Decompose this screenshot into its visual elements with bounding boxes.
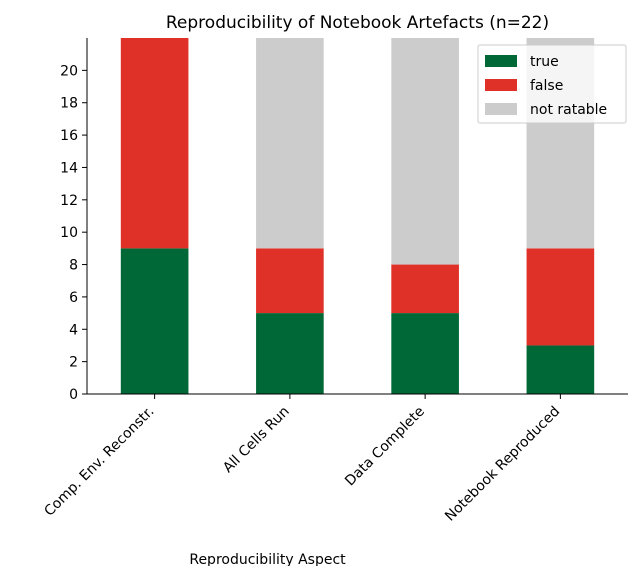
bar-true-0 [120,248,189,394]
y-tick-label-4: 8 [69,258,78,274]
bar-false-1 [256,248,324,314]
legend-swatch-false [485,79,517,91]
y-tick-label-9: 18 [60,96,78,112]
axes-layer [86,38,628,395]
bar-not-ratable-2 [391,38,459,265]
bar-true-3 [526,345,595,394]
y-tick-label-5: 10 [60,225,78,241]
legend: true false not ratable [477,44,627,124]
bar-false-0 [120,38,189,249]
y-tick-label-0: 0 [69,387,78,403]
y-tick-label-8: 16 [60,128,78,144]
x-axis-label: Reproducibility Aspect [189,552,346,566]
y-tick-label-6: 12 [60,193,78,209]
y-tick-label-3: 6 [69,290,78,306]
legend-label-false: false [530,78,563,94]
x-tick-label-1: All Cells Run [220,404,293,477]
legend-label-not-ratable: not ratable [530,102,607,118]
y-tick-label-1: 2 [69,355,78,371]
legend-swatch-not-ratable [485,103,517,115]
x-tick-label-0: Comp. Env. Reconstr. [41,404,157,520]
bar-true-1 [256,313,324,394]
y-tick-label-10: 20 [60,63,78,79]
y-tick-label-7: 14 [60,160,78,176]
x-tick-label-3: Notebook Reproduced [442,404,563,525]
y-ticks: 0 2 4 6 8 10 12 14 16 18 20 [60,63,87,403]
legend-label-true: true [530,54,559,70]
x-ticks: Comp. Env. Reconstr. All Cells Run Data Co… [41,394,563,525]
y-tick-label-2: 4 [69,322,78,338]
bar-true-2 [391,313,459,394]
chart-title: Reproducibility of Notebook Artefacts (n… [166,13,549,33]
bar-false-3 [526,248,595,346]
bar-not-ratable-1 [256,38,324,249]
legend-swatch-true [485,55,517,67]
x-tick-label-2: Data Complete [342,404,428,490]
bar-false-2 [391,264,459,314]
